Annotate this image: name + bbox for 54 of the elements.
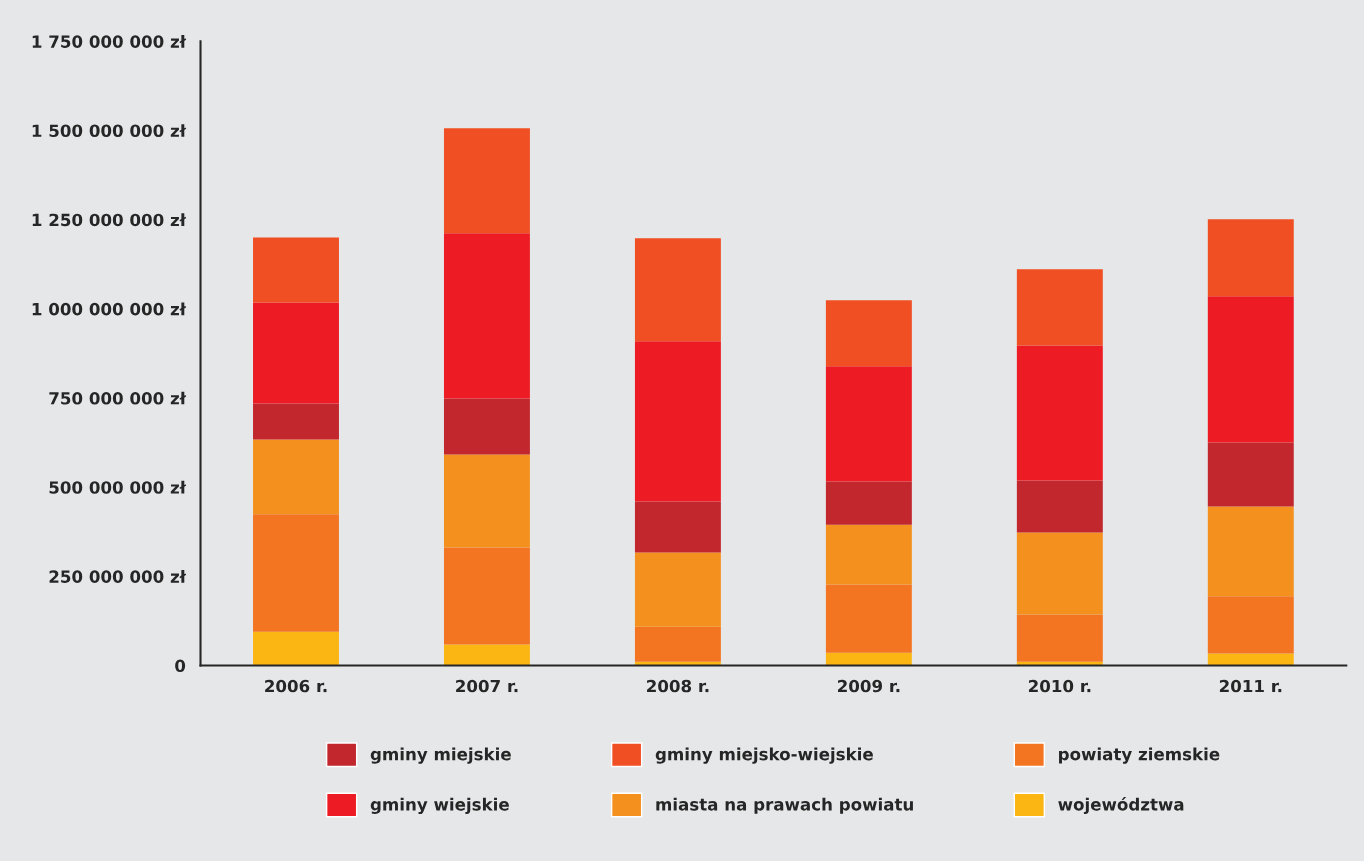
bar [253, 237, 339, 303]
bar [253, 302, 339, 404]
bar [634, 501, 721, 553]
y-tick-label: 500 000 000 zł [49, 480, 187, 494]
bar [443, 398, 530, 455]
y-tick-label: 1 250 000 000 zł [32, 213, 187, 227]
bar [1207, 653, 1294, 666]
bar [443, 644, 530, 666]
bar [825, 481, 912, 525]
bar [1207, 596, 1294, 654]
legend-label: powiaty ziemskie [1059, 747, 1220, 764]
bar [825, 366, 912, 482]
legend-label: gminy wiejskie [370, 797, 509, 814]
bar [1016, 345, 1103, 481]
x-tick-label: 2006 r. [265, 679, 327, 693]
bar [1016, 614, 1103, 662]
legend-label: gminy miejsko-wiejskie [655, 747, 873, 764]
bar [634, 238, 721, 342]
y-tick-label: 1 750 000 000 zł [32, 35, 187, 48]
bar [443, 547, 530, 645]
bar [634, 552, 721, 627]
legend-label: województwa [1058, 797, 1184, 814]
x-tick-label: 2008 r. [647, 679, 709, 693]
x-tick-label: 2007 r. [456, 679, 518, 693]
x-tick-label: 2011 r. [1219, 679, 1282, 693]
bar [825, 652, 912, 666]
legend-label: gminy miejskie [370, 747, 511, 764]
bar [443, 233, 530, 399]
bar [1016, 269, 1103, 346]
x-tick-label: 2009 r. [838, 679, 900, 693]
bar [253, 631, 339, 666]
x-tick-label: 2010 r. [1028, 679, 1091, 693]
bar [634, 341, 721, 502]
bar [825, 524, 912, 585]
bar [825, 300, 912, 367]
bar [1016, 532, 1103, 615]
bar [253, 403, 339, 440]
bar [634, 626, 721, 662]
y-tick-label: 1 000 000 000 zł [32, 302, 187, 316]
bar [1207, 296, 1294, 443]
bar [253, 514, 339, 632]
y-tick-label: 750 000 000 zł [49, 391, 187, 405]
bar [1016, 480, 1103, 533]
bar [1207, 219, 1294, 297]
y-tick-label: 1 500 000 000 zł [32, 124, 187, 138]
bar [825, 584, 912, 653]
bar [1207, 442, 1294, 507]
bar [1207, 506, 1294, 597]
y-tick-label: 250 000 000 zł [49, 570, 187, 583]
legend-label: miasta na prawach powiatu [656, 797, 913, 814]
y-tick-label: 0 [175, 659, 186, 673]
bar [443, 128, 530, 234]
bar [253, 439, 339, 515]
bar [443, 454, 530, 548]
